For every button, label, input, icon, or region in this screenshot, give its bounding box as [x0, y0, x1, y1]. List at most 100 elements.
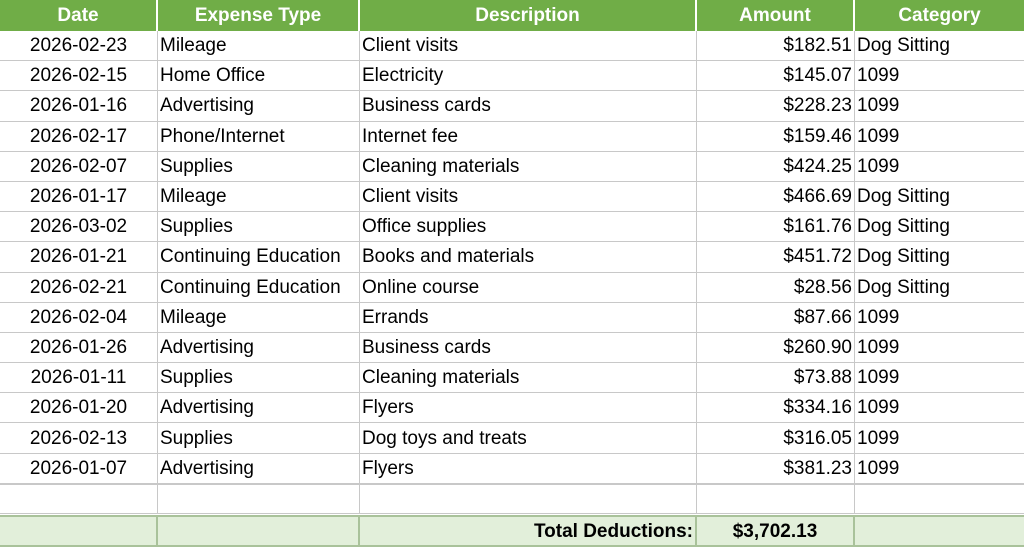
cell-date[interactable]: 2026-02-13: [0, 423, 158, 454]
cell-description[interactable]: Office supplies: [360, 212, 697, 243]
cell-amount[interactable]: $159.46: [697, 121, 855, 152]
cell-description[interactable]: Internet fee: [360, 121, 697, 152]
expense-table: Date Expense Type Description Amount Cat…: [0, 0, 1024, 514]
cell-category[interactable]: 1099: [855, 303, 1024, 333]
cell-expense-type[interactable]: Supplies: [158, 423, 360, 454]
cell-amount[interactable]: $260.90: [697, 332, 855, 364]
cell-expense-type[interactable]: Supplies: [158, 151, 360, 182]
cell-expense-type[interactable]: Continuing Education: [158, 272, 360, 303]
header-category[interactable]: Category: [855, 0, 1024, 31]
cell-expense-type[interactable]: Advertising: [158, 332, 360, 364]
cell-date[interactable]: 2026-01-20: [0, 393, 158, 424]
cell-date[interactable]: 2026-02-23: [0, 31, 158, 62]
cell-date[interactable]: 2026-01-26: [0, 332, 158, 364]
cell-date[interactable]: 2026-02-15: [0, 61, 158, 92]
cell-expense-type[interactable]: Mileage: [158, 181, 360, 213]
cell-description[interactable]: Business cards: [360, 91, 697, 122]
header-expense-type[interactable]: Expense Type: [158, 0, 360, 31]
cell-category[interactable]: 1099: [855, 333, 1024, 364]
cell-description[interactable]: Electricity: [360, 61, 697, 92]
empty-cell[interactable]: [697, 484, 855, 514]
cell-category[interactable]: Dog Sitting: [855, 31, 1024, 62]
header-description[interactable]: Description: [360, 0, 697, 31]
cell-amount[interactable]: $87.66: [697, 302, 855, 333]
cell-date[interactable]: 2026-01-07: [0, 453, 158, 484]
total-empty-cell[interactable]: [158, 517, 360, 545]
cell-description[interactable]: Cleaning materials: [360, 363, 697, 394]
cell-amount[interactable]: $381.23: [697, 453, 855, 484]
cell-date[interactable]: 2026-02-04: [0, 302, 158, 333]
cell-amount[interactable]: $466.69: [697, 181, 855, 213]
cell-date[interactable]: 2026-03-02: [0, 212, 158, 243]
cell-description[interactable]: Online course: [360, 272, 697, 303]
empty-cell[interactable]: [360, 484, 697, 514]
cell-expense-type[interactable]: Phone/Internet: [158, 121, 360, 152]
cell-date[interactable]: 2026-01-17: [0, 181, 158, 213]
cell-expense-type[interactable]: Advertising: [158, 393, 360, 424]
total-label[interactable]: Total Deductions:: [360, 517, 697, 545]
cell-amount[interactable]: $334.16: [697, 393, 855, 424]
cell-description[interactable]: Flyers: [360, 393, 697, 424]
table-row: 2026-01-26 Advertising Business cards $260.…: [0, 332, 1024, 364]
table-row: 2026-01-11 Supplies Cleaning materials $73.…: [0, 363, 1024, 394]
cell-amount[interactable]: $228.23: [697, 91, 855, 122]
cell-category[interactable]: 1099: [855, 152, 1024, 182]
cell-description[interactable]: Cleaning materials: [360, 151, 697, 182]
cell-category[interactable]: Dog Sitting: [855, 242, 1024, 273]
table-row: 2026-01-21 Continuing Education Books and …: [0, 242, 1024, 273]
empty-cell[interactable]: [855, 485, 1024, 514]
cell-description[interactable]: Client visits: [360, 31, 697, 62]
cell-category[interactable]: 1099: [855, 363, 1024, 394]
cell-amount[interactable]: $316.05: [697, 423, 855, 454]
cell-category[interactable]: 1099: [855, 122, 1024, 152]
cell-expense-type[interactable]: Mileage: [158, 31, 360, 62]
cell-amount[interactable]: $182.51: [697, 31, 855, 62]
table-row: 2026-02-07 Supplies Cleaning materials $424…: [0, 151, 1024, 182]
cell-amount[interactable]: $424.25: [697, 151, 855, 182]
header-date[interactable]: Date: [0, 0, 158, 31]
cell-category[interactable]: 1099: [855, 91, 1024, 122]
cell-amount[interactable]: $28.56: [697, 272, 855, 303]
cell-category[interactable]: Dog Sitting: [855, 182, 1024, 213]
empty-cell[interactable]: [0, 484, 158, 514]
cell-expense-type[interactable]: Supplies: [158, 363, 360, 394]
table-row: 2026-01-17 Mileage Client visits $466.69 Dog…: [0, 181, 1024, 213]
table-row: 2026-02-23 Mileage Client visits $182.51 Dog…: [0, 31, 1024, 62]
cell-date[interactable]: 2026-02-21: [0, 272, 158, 303]
cell-category[interactable]: 1099: [855, 454, 1024, 484]
cell-expense-type[interactable]: Supplies: [158, 212, 360, 243]
cell-date[interactable]: 2026-01-16: [0, 91, 158, 122]
cell-description[interactable]: Dog toys and treats: [360, 423, 697, 454]
cell-amount[interactable]: $73.88: [697, 363, 855, 394]
table-row: 2026-03-02 Supplies Office supplies $161.76…: [0, 212, 1024, 243]
cell-date[interactable]: 2026-01-11: [0, 363, 158, 394]
cell-expense-type[interactable]: Advertising: [158, 91, 360, 122]
cell-amount[interactable]: $161.76: [697, 212, 855, 243]
cell-description[interactable]: Flyers: [360, 453, 697, 484]
cell-category[interactable]: 1099: [855, 61, 1024, 92]
cell-date[interactable]: 2026-02-07: [0, 151, 158, 182]
total-value[interactable]: $3,702.13: [697, 517, 855, 545]
empty-cell[interactable]: [158, 484, 360, 514]
cell-description[interactable]: Errands: [360, 302, 697, 333]
cell-date[interactable]: 2026-01-21: [0, 242, 158, 273]
cell-amount[interactable]: $145.07: [697, 61, 855, 92]
total-empty-cell[interactable]: [855, 517, 1024, 545]
cell-expense-type[interactable]: Home Office: [158, 61, 360, 92]
cell-description[interactable]: Business cards: [360, 332, 697, 364]
cell-category[interactable]: Dog Sitting: [855, 212, 1024, 243]
cell-description[interactable]: Books and materials: [360, 242, 697, 273]
empty-row: [0, 483, 1024, 514]
cell-expense-type[interactable]: Mileage: [158, 302, 360, 333]
cell-date[interactable]: 2026-02-17: [0, 121, 158, 152]
cell-amount[interactable]: $451.72: [697, 242, 855, 273]
table-row: 2026-02-17 Phone/Internet Internet fee $159…: [0, 121, 1024, 152]
cell-expense-type[interactable]: Advertising: [158, 453, 360, 484]
header-amount[interactable]: Amount: [697, 0, 855, 31]
total-empty-cell[interactable]: [0, 517, 158, 545]
cell-category[interactable]: 1099: [855, 423, 1024, 454]
cell-category[interactable]: 1099: [855, 393, 1024, 424]
cell-category[interactable]: Dog Sitting: [855, 273, 1024, 303]
cell-expense-type[interactable]: Continuing Education: [158, 242, 360, 273]
cell-description[interactable]: Client visits: [360, 181, 697, 213]
